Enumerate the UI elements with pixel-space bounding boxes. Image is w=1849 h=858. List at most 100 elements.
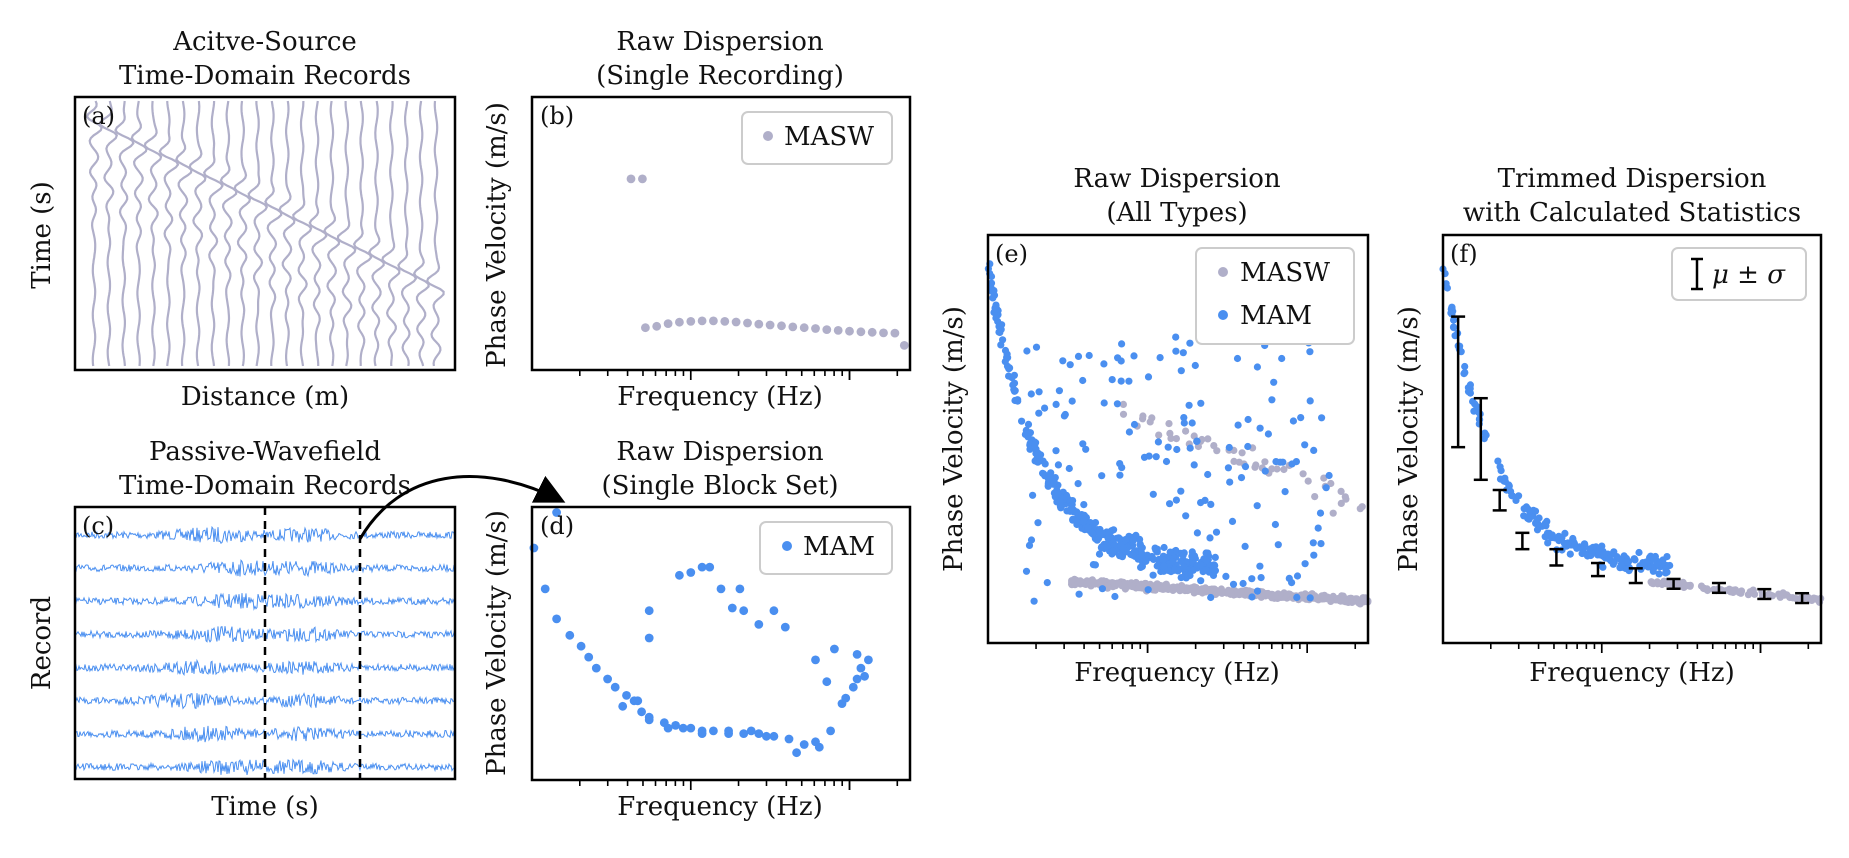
mam-point [1046, 473, 1054, 481]
mam-point [1226, 478, 1234, 486]
panel-a-frame [73, 95, 457, 372]
panel-f-xlabel: Frequency (Hz) [1529, 658, 1735, 688]
mam-point [1197, 577, 1205, 585]
mam-point [1316, 509, 1325, 517]
mam-point [1306, 397, 1314, 405]
mam-point [1177, 487, 1185, 495]
data-point [845, 326, 854, 336]
mam-point [1202, 557, 1210, 565]
masw-point [1138, 581, 1146, 589]
mam-point [1524, 505, 1532, 513]
legend-mam-marker [1218, 310, 1228, 320]
mam-point [1072, 517, 1081, 525]
mam-point [1241, 542, 1249, 551]
mam-point [1164, 443, 1172, 451]
panel-f-points [1439, 265, 1825, 606]
masw-point [1356, 505, 1364, 513]
legend-masw-label: MASW [784, 122, 874, 152]
legend-mam-marker [782, 541, 792, 551]
data-point [686, 317, 696, 326]
data-point [565, 630, 575, 640]
seismic-trace [336, 101, 357, 367]
mam-point [1166, 500, 1174, 508]
mam-point [1137, 563, 1145, 572]
data-point [811, 655, 820, 665]
panel-e-label: (e) [995, 240, 1028, 268]
mam-point [994, 317, 1002, 326]
masw-point [1121, 584, 1130, 592]
mam-point [1197, 561, 1205, 569]
mam-point [1325, 471, 1333, 480]
masw-point [1679, 578, 1687, 587]
data-point [841, 693, 851, 703]
mam-point [1075, 590, 1083, 598]
data-point [754, 729, 764, 738]
mam-point [1248, 593, 1256, 601]
panel-e-title-line1: Raw Dispersion [1073, 164, 1280, 194]
data-point [603, 674, 612, 684]
mam-point [1140, 453, 1149, 461]
legend-mam-label: MAM [1240, 301, 1312, 331]
data-point [678, 723, 688, 733]
mam-point [1154, 438, 1162, 446]
masw-point [1304, 477, 1312, 485]
mam-point [1524, 513, 1532, 521]
panel-d-frame [530, 505, 912, 782]
error-bar [1492, 488, 1507, 512]
mam-point [1113, 400, 1121, 408]
data-point [777, 321, 786, 331]
mam-point [1034, 449, 1042, 457]
panel-d-ticks [578, 780, 899, 790]
mam-point [1144, 586, 1152, 594]
data-point [552, 508, 561, 517]
mam-point [1212, 528, 1221, 536]
mam-point [1515, 492, 1523, 500]
mam-point [1253, 587, 1262, 595]
panel-a-title-line1: Acitve-Source [172, 27, 357, 57]
mam-point [1111, 592, 1119, 601]
data-point [727, 603, 737, 613]
mam-point [1023, 347, 1031, 355]
mam-point [1110, 542, 1118, 550]
mam-point [1068, 397, 1076, 405]
masw-point [1139, 412, 1147, 420]
data-point [644, 633, 654, 643]
panel-d-label: (d) [540, 512, 574, 540]
masw-point [1280, 465, 1288, 474]
mam-point [1261, 467, 1269, 475]
data-point [610, 682, 620, 692]
mam-point [1613, 553, 1621, 561]
noise-trace [74, 592, 456, 611]
mam-point [1030, 597, 1038, 605]
mam-point [1264, 430, 1272, 438]
mam-point [1160, 562, 1168, 570]
masw-point [1198, 585, 1206, 593]
block-to-dispersion-arrow [358, 475, 566, 540]
mam-point [1061, 410, 1069, 419]
mam-point [1306, 594, 1314, 602]
data-point [860, 671, 869, 681]
masw-point [1337, 487, 1345, 495]
data-point [890, 328, 900, 338]
mam-point [1666, 561, 1674, 570]
mam-point [1054, 490, 1062, 498]
mam-point [1222, 572, 1230, 581]
mam-point [1497, 467, 1505, 475]
mam-point [1293, 572, 1302, 580]
masw-point [1165, 420, 1173, 428]
data-point [852, 674, 862, 684]
mam-point [1024, 420, 1033, 428]
mam-point [1044, 481, 1053, 489]
panel-e-points [984, 260, 1372, 608]
data-point [788, 322, 798, 332]
mam-point [997, 341, 1005, 349]
masw-point [1146, 418, 1154, 426]
mam-point [1244, 442, 1252, 451]
masw-point [1703, 585, 1711, 593]
data-point [735, 584, 745, 594]
legend-masw-marker [763, 131, 773, 141]
mam-point [1197, 399, 1205, 407]
mam-point [1662, 569, 1670, 577]
data-point [720, 317, 730, 326]
